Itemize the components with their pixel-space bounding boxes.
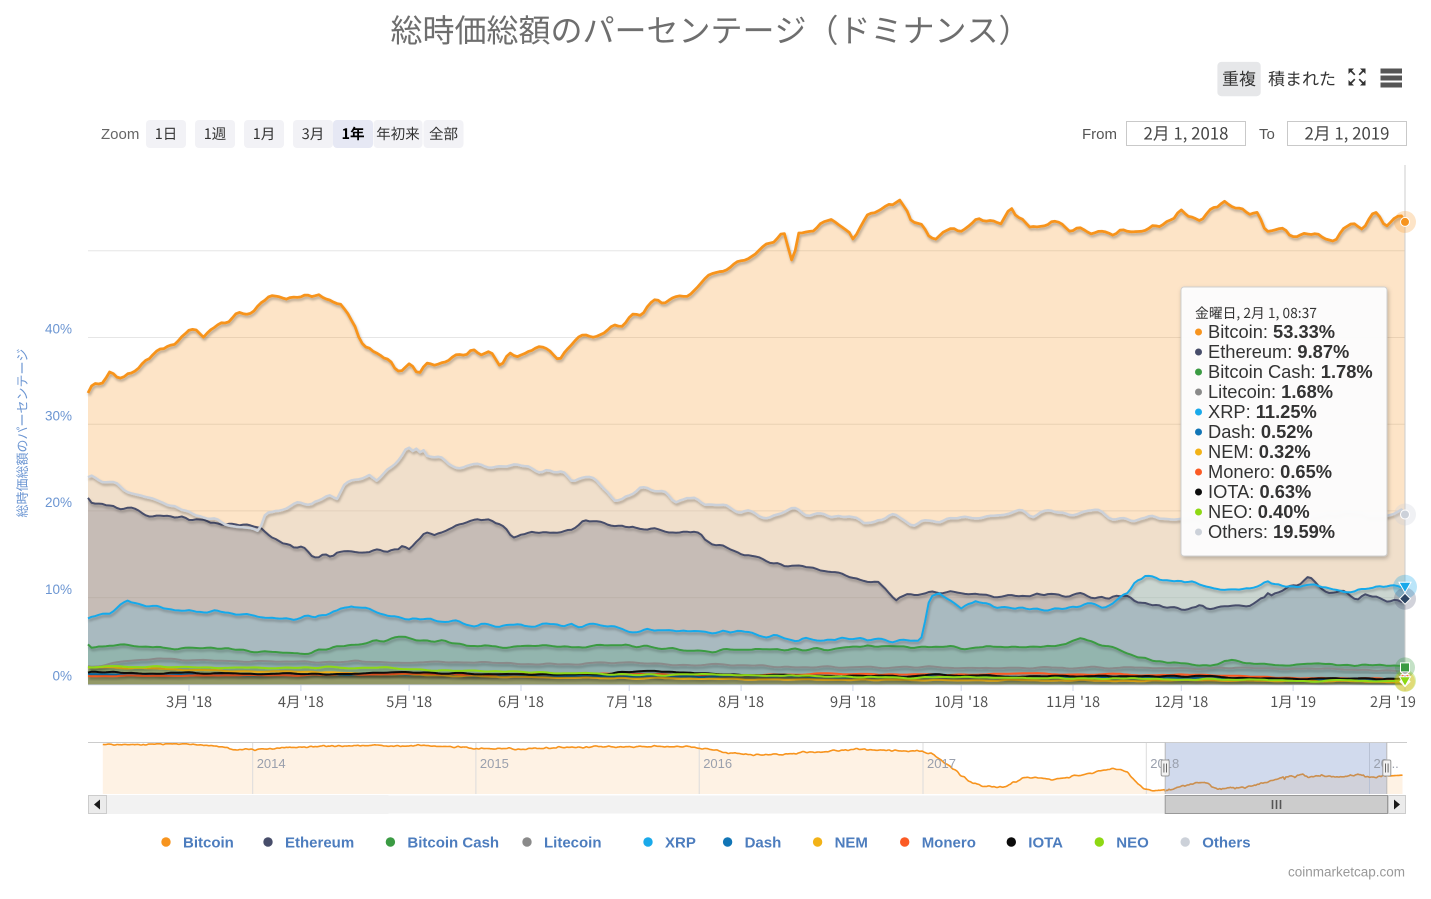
svg-text:Litecoin: 1.68%: Litecoin: 1.68% — [1208, 381, 1333, 402]
svg-text:Monero: 0.65%: Monero: 0.65% — [1208, 461, 1332, 482]
svg-text:30%: 30% — [45, 408, 72, 423]
svg-text:IOTA: IOTA — [1028, 834, 1063, 851]
svg-text:Others: Others — [1202, 834, 1250, 851]
svg-text:NEM: NEM — [835, 834, 868, 851]
svg-text:To: To — [1259, 126, 1275, 143]
svg-text:coinmarketcap.com: coinmarketcap.com — [1288, 865, 1405, 880]
svg-text:Bitcoin: Bitcoin — [183, 834, 234, 851]
svg-text:From: From — [1082, 126, 1117, 143]
svg-text:NEO: 0.40%: NEO: 0.40% — [1208, 501, 1310, 522]
svg-text:0%: 0% — [52, 669, 72, 684]
svg-text:XRP: 11.25%: XRP: 11.25% — [1208, 401, 1317, 422]
svg-text:Bitcoin: 53.33%: Bitcoin: 53.33% — [1208, 321, 1335, 342]
svg-text:2015: 2015 — [480, 756, 509, 771]
svg-text:NEO: NEO — [1116, 834, 1149, 851]
svg-text:Dash: 0.52%: Dash: 0.52% — [1208, 421, 1313, 442]
svg-text:Monero: Monero — [922, 834, 976, 851]
svg-text:Bitcoin Cash: 1.78%: Bitcoin Cash: 1.78% — [1208, 361, 1373, 382]
svg-text:Litecoin: Litecoin — [544, 834, 602, 851]
svg-text:20%: 20% — [45, 495, 72, 510]
svg-text:40%: 40% — [45, 322, 72, 337]
svg-text:Ethereum: 9.87%: Ethereum: 9.87% — [1208, 341, 1349, 362]
svg-text:2014: 2014 — [257, 756, 286, 771]
svg-text:Zoom: Zoom — [101, 126, 139, 143]
svg-text:2017: 2017 — [927, 756, 956, 771]
svg-text:XRP: XRP — [665, 834, 696, 851]
svg-text:Dash: Dash — [745, 834, 782, 851]
svg-text:2016: 2016 — [703, 756, 732, 771]
svg-text:10%: 10% — [45, 582, 72, 597]
svg-text:Ethereum: Ethereum — [285, 834, 354, 851]
svg-text:Bitcoin Cash: Bitcoin Cash — [407, 834, 499, 851]
svg-text:NEM: 0.32%: NEM: 0.32% — [1208, 441, 1311, 462]
svg-text:Others: 19.59%: Others: 19.59% — [1208, 521, 1335, 542]
svg-text:IOTA: 0.63%: IOTA: 0.63% — [1208, 481, 1311, 502]
